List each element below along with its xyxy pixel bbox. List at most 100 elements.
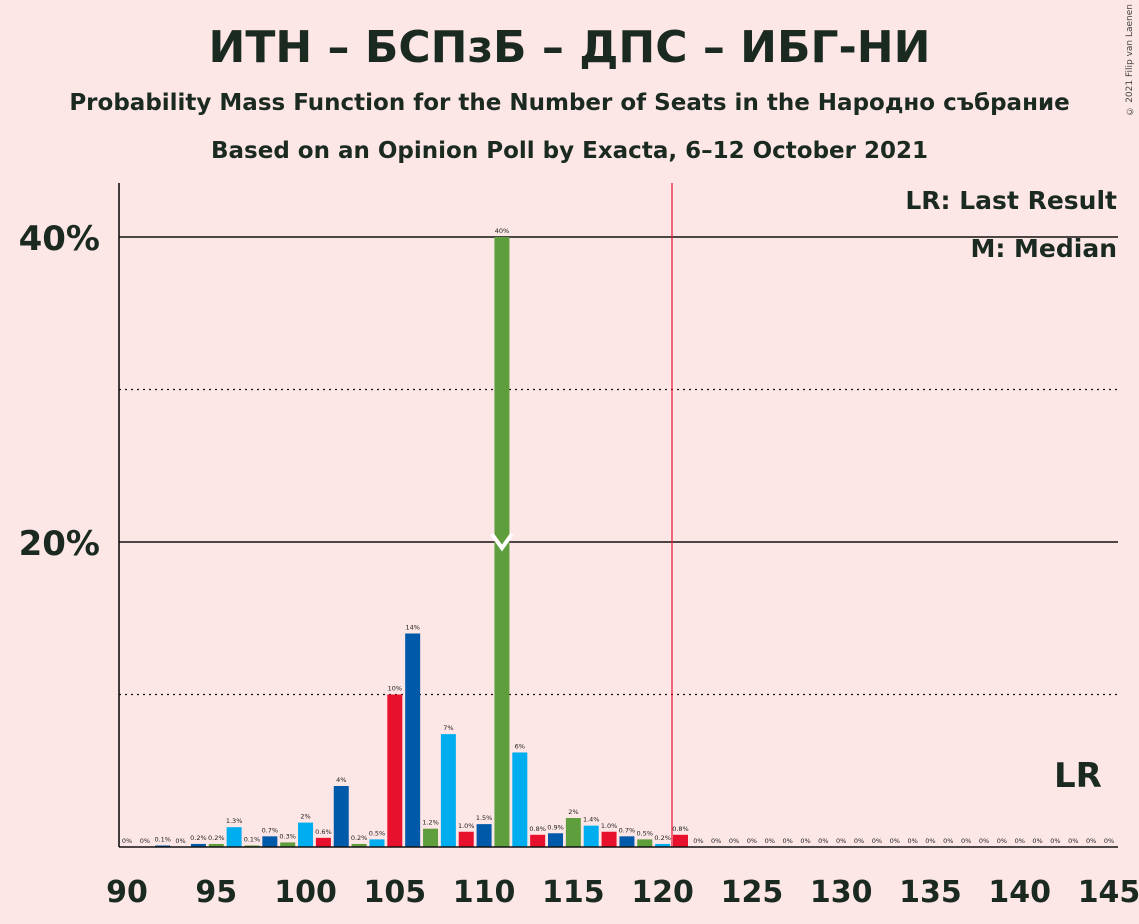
data-label: 0.3% bbox=[279, 832, 296, 840]
data-label: 0% bbox=[747, 837, 757, 845]
data-label: 2% bbox=[300, 813, 310, 821]
bar-seat-96 bbox=[226, 827, 242, 847]
data-label: 0% bbox=[1104, 837, 1114, 845]
data-label: 0% bbox=[765, 837, 775, 845]
data-label: 0.5% bbox=[369, 829, 386, 837]
data-label: 1.2% bbox=[422, 819, 439, 827]
data-label: 0% bbox=[140, 837, 150, 845]
bar-seat-116 bbox=[583, 825, 599, 847]
data-label: 0% bbox=[1086, 837, 1096, 845]
data-label: 0.1% bbox=[244, 835, 261, 843]
bar-seat-112 bbox=[512, 752, 528, 847]
chart-subtitle: Probability Mass Function for the Number… bbox=[69, 90, 1070, 116]
bar-seat-110 bbox=[476, 824, 492, 847]
data-label: 0% bbox=[836, 837, 846, 845]
data-label: 0.2% bbox=[208, 834, 225, 842]
x-tick-label: 130 bbox=[810, 875, 873, 910]
data-label: 0% bbox=[1068, 837, 1078, 845]
data-label: 1.4% bbox=[583, 816, 600, 824]
bar-seat-119 bbox=[637, 839, 653, 847]
x-tick-label: 110 bbox=[453, 875, 516, 910]
data-label: 0% bbox=[818, 837, 828, 845]
data-label: 0.8% bbox=[529, 825, 546, 833]
data-label: 0% bbox=[907, 837, 917, 845]
x-tick-label: 120 bbox=[631, 875, 694, 910]
bar-seat-115 bbox=[565, 818, 581, 847]
data-label: 0% bbox=[854, 837, 864, 845]
bar-seat-118 bbox=[619, 836, 635, 847]
bar-seat-109 bbox=[458, 831, 474, 847]
bar-seat-100 bbox=[298, 822, 314, 847]
data-label: 0% bbox=[997, 837, 1007, 845]
data-label: 0% bbox=[122, 837, 132, 845]
data-label: 0% bbox=[1050, 837, 1060, 845]
data-label: 0.2% bbox=[654, 834, 671, 842]
data-label: 1.0% bbox=[601, 822, 618, 830]
data-label: 7% bbox=[443, 724, 453, 732]
x-tick-label: 115 bbox=[542, 875, 605, 910]
x-tick-label: 95 bbox=[195, 875, 237, 910]
data-label: 0% bbox=[872, 837, 882, 845]
median-marker bbox=[490, 532, 514, 552]
data-label: 6% bbox=[515, 742, 525, 750]
data-label: 4% bbox=[336, 776, 346, 784]
bar-seat-103 bbox=[351, 843, 367, 847]
x-tick-label: 100 bbox=[274, 875, 337, 910]
data-label: 0% bbox=[729, 837, 739, 845]
data-label: 0% bbox=[693, 837, 703, 845]
legend-median: M: Median bbox=[970, 234, 1117, 263]
bar-seat-117 bbox=[601, 831, 617, 847]
data-label: 0% bbox=[782, 837, 792, 845]
bar-seat-101 bbox=[315, 837, 331, 847]
bar-seat-95 bbox=[208, 843, 224, 847]
x-tick-label: 90 bbox=[106, 875, 148, 910]
chart-title: ИТН – БСПзБ – ДПС – ИБГ-НИ bbox=[208, 22, 931, 73]
data-label: 0% bbox=[175, 837, 185, 845]
bar-seat-111 bbox=[494, 237, 510, 847]
y-tick-label: 40% bbox=[19, 219, 100, 259]
data-label: 0% bbox=[1032, 837, 1042, 845]
data-label: 0% bbox=[961, 837, 971, 845]
data-label: 0.7% bbox=[262, 826, 279, 834]
bar-seat-94 bbox=[190, 843, 206, 847]
chart-source: Based on an Opinion Poll by Exacta, 6–12… bbox=[210, 138, 929, 164]
data-label: 0.7% bbox=[619, 826, 636, 834]
data-label: 40% bbox=[495, 227, 509, 235]
bar-seat-102 bbox=[333, 786, 349, 847]
data-label: 0.6% bbox=[315, 828, 332, 836]
data-label: 0% bbox=[943, 837, 953, 845]
data-label: 1.3% bbox=[226, 817, 243, 825]
data-label: 0% bbox=[979, 837, 989, 845]
data-label: 10% bbox=[388, 685, 402, 693]
data-label: 0.9% bbox=[547, 823, 564, 831]
data-label: 0% bbox=[925, 837, 935, 845]
bar-seat-104 bbox=[369, 839, 385, 847]
x-tick-label: 105 bbox=[364, 875, 427, 910]
last-result-marker: LR bbox=[1054, 756, 1102, 796]
data-label: 0% bbox=[711, 837, 721, 845]
bar-seat-114 bbox=[548, 833, 564, 847]
bar-seat-105 bbox=[387, 694, 403, 847]
x-tick-label: 125 bbox=[721, 875, 784, 910]
data-label: 2% bbox=[568, 808, 578, 816]
x-tick-label: 145 bbox=[1078, 875, 1139, 910]
bar-seat-108 bbox=[440, 734, 456, 847]
data-label: 14% bbox=[405, 624, 419, 632]
bar-seat-106 bbox=[405, 633, 421, 847]
data-label: 1.0% bbox=[458, 822, 475, 830]
x-tick-label: 140 bbox=[988, 875, 1051, 910]
data-label: 1.5% bbox=[476, 814, 493, 822]
data-label: 0% bbox=[890, 837, 900, 845]
bar-seat-120 bbox=[655, 843, 671, 847]
data-label: 0.1% bbox=[154, 835, 171, 843]
bar-seat-107 bbox=[423, 828, 439, 847]
bar-seat-113 bbox=[530, 834, 546, 847]
data-label: 0.5% bbox=[637, 829, 654, 837]
legend-last-result: LR: Last Result bbox=[905, 186, 1117, 215]
y-tick-label: 20% bbox=[19, 524, 100, 564]
data-label: 0% bbox=[1015, 837, 1025, 845]
x-tick-label: 135 bbox=[899, 875, 962, 910]
bar-seat-98 bbox=[262, 836, 278, 847]
bar-seat-121 bbox=[672, 834, 688, 847]
